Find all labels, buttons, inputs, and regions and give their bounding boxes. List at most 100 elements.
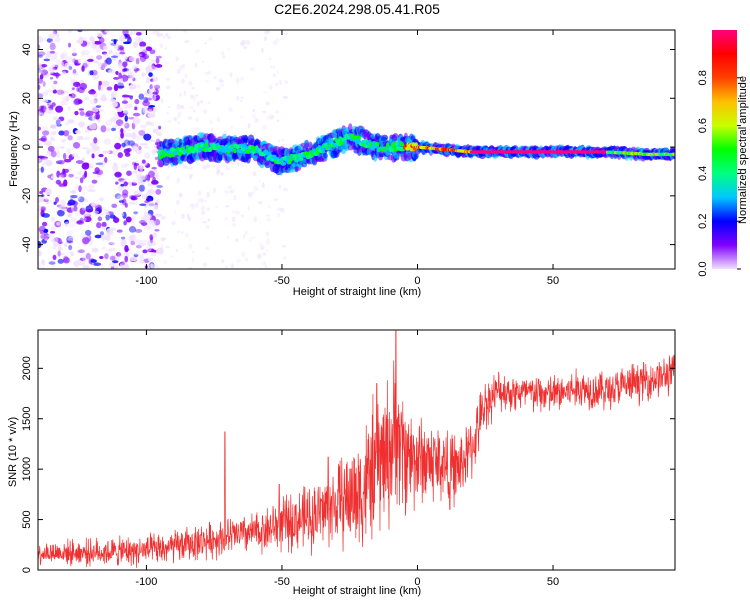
heatmap-cell xyxy=(149,84,153,90)
heatmap-cell xyxy=(83,59,91,68)
heatmap-cell xyxy=(150,59,156,62)
heatmap-cell xyxy=(62,53,68,60)
heatmap-cell xyxy=(100,94,107,102)
heatmap-cell xyxy=(144,152,151,159)
heatmap-cell xyxy=(70,62,74,69)
heatmap-cell xyxy=(55,72,59,79)
heatmap-cell xyxy=(269,114,275,120)
heatmap-cell xyxy=(56,145,60,152)
heatmap-cell xyxy=(266,214,270,217)
heatmap-cell xyxy=(167,105,172,109)
heatmap-cell xyxy=(65,56,73,63)
heatmap-cell xyxy=(97,65,104,71)
heatmap-cell xyxy=(247,149,251,154)
heatmap-cell xyxy=(119,35,126,42)
heatmap-cell xyxy=(103,138,112,145)
heatmap-cell xyxy=(177,230,180,234)
heatmap-cell xyxy=(219,79,224,84)
heatmap-cell xyxy=(133,191,142,196)
heatmap-cell xyxy=(254,117,259,123)
colorbar-label: Normalized spectral amplitude xyxy=(737,76,749,224)
heatmap-cell xyxy=(45,107,53,114)
heatmap-cell xyxy=(124,132,133,138)
heatmap-cell xyxy=(165,77,171,81)
heatmap-cell xyxy=(138,129,146,136)
heatmap-cell xyxy=(133,253,139,258)
heatmap-cell xyxy=(83,211,90,217)
heatmap-cell xyxy=(185,232,189,238)
spectrogram-ytick-label: -40 xyxy=(21,237,33,253)
heatmap-cell xyxy=(197,198,201,203)
heatmap-cell xyxy=(204,142,209,147)
heatmap-cell xyxy=(121,236,126,240)
heatmap-cell xyxy=(195,202,199,208)
heatmap-cell xyxy=(118,235,126,240)
heatmap-cell xyxy=(62,153,67,160)
heatmap-cell xyxy=(145,213,152,220)
heatmap-cell xyxy=(73,81,81,88)
heatmap-cell xyxy=(135,57,140,65)
heatmap-cell xyxy=(194,62,198,68)
heatmap-cell xyxy=(64,62,70,69)
heatmap-cell xyxy=(105,212,110,216)
heatmap-cell xyxy=(40,234,48,240)
heatmap-cell xyxy=(112,164,119,172)
heatmap-cell xyxy=(117,82,125,90)
heatmap-cell xyxy=(137,181,145,186)
heatmap-cell xyxy=(52,242,60,247)
heatmap-cell xyxy=(114,171,122,178)
heatmap-cell xyxy=(158,250,162,254)
heatmap-cell xyxy=(247,205,250,212)
heatmap-cell xyxy=(145,46,153,52)
heatmap-cell xyxy=(182,163,187,167)
heatmap-cell xyxy=(164,61,169,65)
heatmap-cell xyxy=(77,30,83,33)
heatmap-cell xyxy=(145,244,152,252)
heatmap-cell xyxy=(278,184,282,190)
heatmap-cell xyxy=(239,76,245,81)
heatmap-cell xyxy=(108,247,117,252)
heatmap-cell xyxy=(150,236,154,244)
heatmap-cell xyxy=(40,259,46,266)
heatmap-cell xyxy=(38,204,42,212)
heatmap-cell xyxy=(47,110,55,114)
heatmap-cell xyxy=(165,175,170,181)
heatmap-cell xyxy=(129,71,135,80)
heatmap-cell xyxy=(113,43,121,50)
heatmap-cell xyxy=(242,46,248,50)
heatmap-cell xyxy=(214,205,219,208)
heatmap-cell xyxy=(53,237,61,242)
heatmap-cell xyxy=(268,85,273,90)
heatmap-cell xyxy=(203,109,208,114)
heatmap-cell xyxy=(203,199,207,203)
heatmap-cell xyxy=(129,201,135,205)
heatmap-cell xyxy=(68,173,74,178)
heatmap-cell xyxy=(155,172,159,179)
heatmap-cell xyxy=(73,205,78,212)
spectrogram-xtick-label: -100 xyxy=(135,275,157,287)
heatmap-cell xyxy=(82,50,90,56)
heatmap-cell xyxy=(49,77,54,80)
heatmap-cell xyxy=(148,105,156,108)
heatmap-cell xyxy=(39,74,44,80)
heatmap-cell xyxy=(123,67,127,71)
heatmap-cell xyxy=(248,238,252,242)
heatmap-cell xyxy=(189,106,194,109)
heatmap-cell xyxy=(96,222,102,229)
heatmap-cell xyxy=(52,66,58,70)
heatmap-cell xyxy=(120,163,127,169)
heatmap-cell xyxy=(62,96,68,103)
heatmap-cell xyxy=(66,240,74,244)
heatmap-cell xyxy=(225,165,228,171)
heatmap-cell xyxy=(66,147,72,154)
heatmap-cell xyxy=(49,50,55,54)
spectrogram-xtick-label: -50 xyxy=(274,275,290,287)
heatmap-cell xyxy=(40,166,44,173)
heatmap-cell xyxy=(123,181,128,187)
heatmap-cell xyxy=(261,47,264,54)
heatmap-cell xyxy=(56,89,65,95)
heatmap-cell xyxy=(276,119,280,122)
heatmap-cell xyxy=(84,229,92,236)
heatmap-cell xyxy=(240,115,244,119)
snr-series-line xyxy=(38,330,675,568)
